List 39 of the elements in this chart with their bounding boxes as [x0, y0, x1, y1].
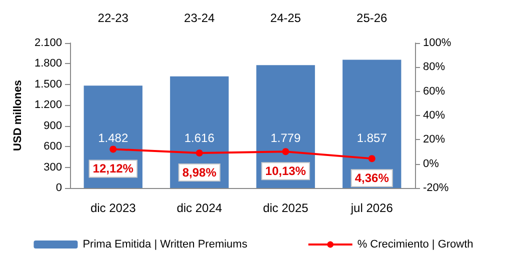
y2-tick-label: 40%	[423, 110, 446, 122]
point	[282, 148, 290, 156]
y-tick-label: 1.800	[34, 58, 62, 70]
y2-tick-label: 100%	[423, 37, 452, 49]
text: 25-26	[356, 11, 388, 25]
y-tick-label: 600	[44, 140, 62, 153]
text: 24-25	[270, 11, 302, 25]
y-tick-label: 1.200	[34, 99, 62, 112]
data-label: 1.616	[184, 131, 215, 145]
y2-tick-label: 80%	[423, 61, 446, 74]
text: 23-24	[184, 11, 216, 25]
y2-tick-label: -20%	[423, 182, 449, 194]
data-label: 12,12%	[92, 162, 134, 176]
x-tick-label: dic 2023	[90, 201, 136, 215]
data-label: 1.482	[98, 131, 128, 145]
y-tick-label: 1.500	[34, 78, 62, 90]
point	[196, 149, 203, 156]
data-label: 1.779	[270, 131, 301, 145]
legend-label: Prima Emitida | Written Premiums	[82, 238, 248, 250]
y2-tick-label: 20%	[423, 134, 446, 146]
y-tick-label: 2.100	[34, 37, 62, 49]
point	[110, 146, 117, 153]
data-label: 4,36%	[354, 171, 390, 186]
legend-label: % Crecimiento | Growth	[357, 238, 474, 250]
x-tick-label: dic 2025	[262, 201, 309, 215]
y2-tick-label: 0%	[423, 158, 440, 170]
y-tick-label: 300	[44, 161, 62, 174]
data-label: 1.857	[356, 131, 388, 145]
y-tick-label: 0	[56, 182, 62, 194]
y2-tick-label: 60%	[423, 85, 446, 98]
point	[368, 155, 376, 162]
y-tick-label: 900	[44, 120, 62, 132]
data-label: 8,98%	[182, 165, 217, 180]
text: 22-23	[98, 11, 129, 25]
data-label: 10,13%	[265, 164, 306, 178]
bar	[342, 60, 402, 188]
y-axis-title: USD millones	[12, 80, 24, 151]
x-tick-label: dic 2024	[176, 201, 222, 215]
x-tick-label: jul 2026	[350, 201, 394, 215]
